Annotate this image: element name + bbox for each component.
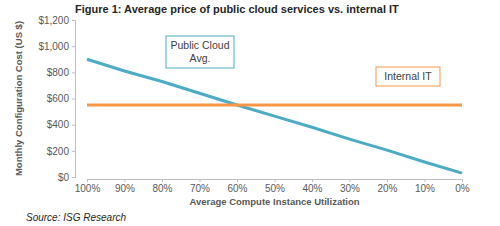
series-label: Public CloudAvg. xyxy=(166,36,234,68)
y-tick-mark xyxy=(72,20,75,21)
x-axis-line xyxy=(88,180,463,183)
series-label-text: Public CloudAvg. xyxy=(171,39,230,64)
x-tick-label: 100% xyxy=(75,183,101,194)
series-label: Internal IT xyxy=(376,67,440,86)
series-line xyxy=(87,104,462,107)
y-tick: $0 xyxy=(58,172,75,183)
x-tick-mark xyxy=(237,179,238,182)
y-axis-title: Monthly Configuration Cost (US $) xyxy=(13,21,24,176)
y-tick: $400 xyxy=(47,119,75,130)
x-tick-label: 20% xyxy=(377,183,397,194)
x-tick: 80% xyxy=(152,179,172,194)
x-tick: 10% xyxy=(415,179,435,194)
x-tick-label: 70% xyxy=(190,183,210,194)
x-tick-label: 40% xyxy=(302,183,322,194)
x-tick-label: 10% xyxy=(415,183,435,194)
x-tick-mark xyxy=(387,179,388,182)
x-tick-label: 50% xyxy=(265,183,285,194)
x-tick-mark xyxy=(275,179,276,182)
title: Figure 1: Average price of public cloud … xyxy=(75,3,399,15)
y-tick: $600 xyxy=(47,93,75,104)
series-label-box xyxy=(376,67,440,86)
x-tick-mark xyxy=(87,179,88,182)
y-tick-label: $0 xyxy=(58,172,70,183)
y-tick: $200 xyxy=(47,146,75,157)
y-tick-label: $400 xyxy=(47,119,70,130)
series-label-box xyxy=(166,36,234,68)
x-tick-label: 60% xyxy=(227,183,247,194)
source: Source: ISG Research xyxy=(26,212,126,223)
y-tick-label: $200 xyxy=(47,146,70,157)
chart: $0 $200 $400 $600 $800 $1,000 $1,200 100% 90% 80%… xyxy=(0,0,500,226)
lines xyxy=(87,59,462,173)
x-tick-label: 30% xyxy=(340,183,360,194)
x-tick: 20% xyxy=(377,179,397,194)
y-tick-mark xyxy=(72,125,75,126)
y-tick: $1,200 xyxy=(38,15,75,26)
y-tick-label: $800 xyxy=(47,67,70,78)
x-tick-mark xyxy=(312,179,313,182)
x-tick: 100% xyxy=(75,179,101,194)
x-tick: 70% xyxy=(190,179,210,194)
y-tick-label: $600 xyxy=(47,93,70,104)
x-axis-title: Average Compute Instance Utilization xyxy=(189,196,359,207)
x-axis: 100% 90% 80% 70% 60% 50% 40% 30% 20% 10% 0% xyxy=(75,179,470,194)
y-tick-mark xyxy=(72,72,75,73)
x-tick: 50% xyxy=(265,179,285,194)
y-axis: $0 $200 $400 $600 $800 $1,000 $1,200 xyxy=(38,15,75,183)
x-tick-label: 0% xyxy=(455,183,470,194)
x-tick: 40% xyxy=(302,179,322,194)
x-tick-mark xyxy=(425,179,426,182)
y-axis-line xyxy=(72,21,76,178)
x-tick-mark xyxy=(200,179,201,182)
y-tick: $800 xyxy=(47,67,75,78)
x-tick-mark xyxy=(462,179,463,182)
series-label-text: Internal IT xyxy=(384,70,432,82)
x-tick-mark xyxy=(162,179,163,182)
x-tick: 90% xyxy=(115,179,135,194)
x-tick: 60% xyxy=(227,179,247,194)
x-tick-label: 90% xyxy=(115,183,135,194)
y-tick-mark xyxy=(72,177,75,178)
series-line xyxy=(87,59,462,173)
y-tick-mark xyxy=(72,99,75,100)
x-tick: 30% xyxy=(340,179,360,194)
y-tick-label: $1,000 xyxy=(38,41,69,52)
y-tick-mark xyxy=(72,151,75,152)
y-tick: $1,000 xyxy=(38,41,75,52)
y-tick-label: $1,200 xyxy=(38,15,69,26)
x-tick-label: 80% xyxy=(152,183,172,194)
y-tick-mark xyxy=(72,46,75,47)
x-tick: 0% xyxy=(455,179,470,194)
x-tick-mark xyxy=(350,179,351,182)
x-tick-mark xyxy=(125,179,126,182)
